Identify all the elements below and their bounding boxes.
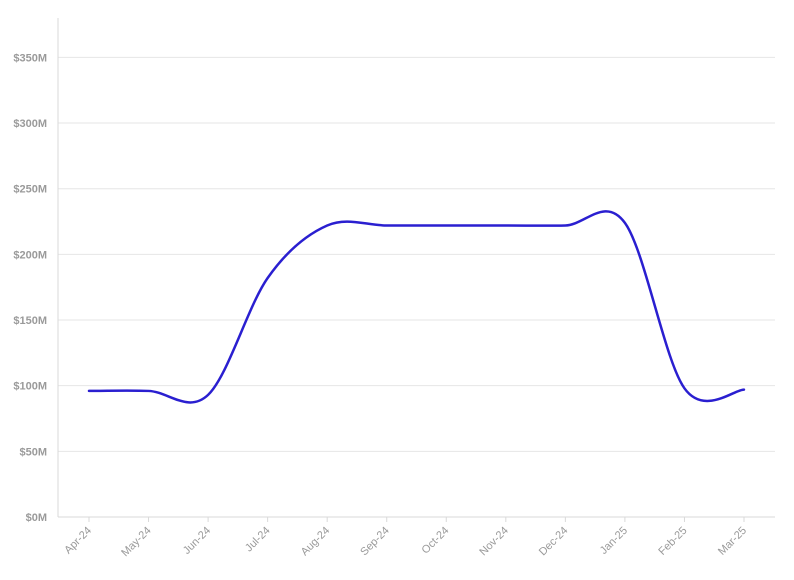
x-tick-label: Jul-24 bbox=[243, 525, 273, 555]
x-tick-label: Jan-25 bbox=[598, 525, 630, 557]
y-tick-label: $200M bbox=[13, 249, 47, 261]
x-axis-ticks: Apr-24 May-24 Jun-24 Jul-24 Aug-24 Sep-24 Oct-… bbox=[62, 517, 749, 559]
x-tick-label: Mar-25 bbox=[716, 525, 749, 558]
y-tick-label: $250M bbox=[13, 184, 47, 196]
y-tick-label: $300M bbox=[13, 118, 47, 130]
x-tick-label: Feb-25 bbox=[656, 525, 689, 558]
x-tick-label: Jun-24 bbox=[181, 525, 213, 557]
x-tick-label: Aug-24 bbox=[299, 525, 333, 559]
grid-lines bbox=[58, 57, 775, 451]
x-tick-label: Dec-24 bbox=[537, 525, 571, 559]
y-tick-label: $100M bbox=[13, 381, 47, 393]
x-tick-label: May-24 bbox=[119, 525, 153, 559]
x-tick-label: Apr-24 bbox=[62, 525, 94, 557]
series-layer bbox=[89, 211, 744, 402]
x-tick-label: Sep-24 bbox=[358, 525, 392, 559]
axes bbox=[58, 18, 775, 517]
x-tick-label: Nov-24 bbox=[477, 525, 511, 559]
y-tick-label: $150M bbox=[13, 315, 47, 327]
y-tick-label: $350M bbox=[13, 52, 47, 64]
y-tick-label: $50M bbox=[19, 446, 47, 458]
y-axis-ticks: $0M $50M $100M $150M $200M $250M $300M $350M bbox=[13, 52, 47, 524]
series-line bbox=[89, 211, 744, 402]
x-tick-label: Oct-24 bbox=[420, 525, 452, 557]
y-tick-label: $0M bbox=[26, 512, 47, 524]
